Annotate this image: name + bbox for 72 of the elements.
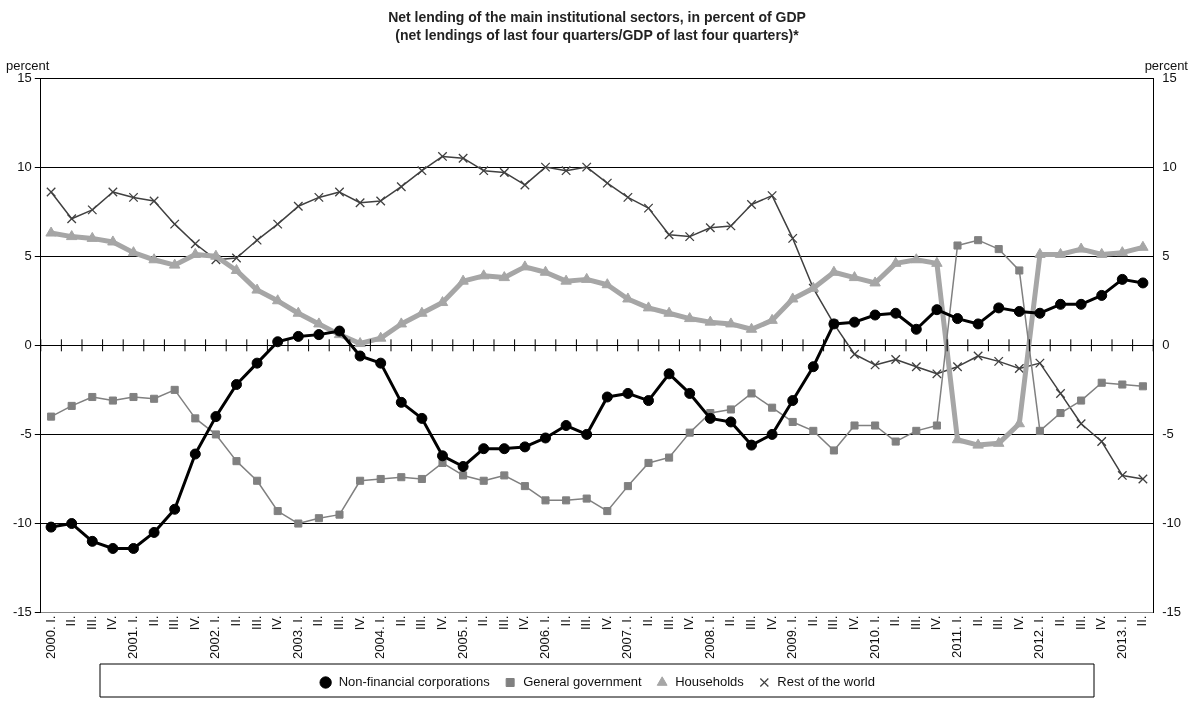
x-tick-label: 2010. I. (866, 615, 882, 660)
x-tick-label: II. (475, 615, 491, 627)
x-tick-label: IV. (598, 615, 614, 631)
x-tick-label: IV. (846, 615, 862, 631)
x-tick-label: II. (969, 615, 985, 627)
chart-title: Net lending of the main institutional sectors, in percent of GDP (387, 8, 807, 26)
x-tick-label: II. (1052, 615, 1068, 627)
y2-tick-label: 0 (1162, 336, 1170, 352)
legend-label: Households (675, 674, 745, 690)
x-tick-label: II. (557, 615, 573, 627)
y2-tick-label: -5 (1162, 426, 1174, 441)
x-tick-label: IV. (1093, 615, 1109, 631)
x-tick-label: IV. (928, 615, 944, 631)
y-tick-label: -5 (20, 426, 32, 441)
x-tick-label: 2003. I. (289, 615, 305, 660)
legend-label: Non-financial corporations (338, 674, 491, 690)
x-tick-label: III. (825, 615, 841, 631)
x-tick-label: II. (804, 615, 820, 627)
x-tick-label: III. (743, 615, 759, 631)
y-tick-label: 0 (24, 336, 32, 352)
y-tick-label: -15 (12, 604, 32, 620)
y-tick-label: 5 (24, 247, 32, 263)
x-tick-label: III. (1072, 615, 1088, 631)
x-tick-label: IV. (269, 615, 285, 631)
x-tick-label: 2012. I. (1031, 615, 1047, 660)
y2-tick-label: 5 (1162, 247, 1170, 263)
legend-label: Rest of the world (777, 674, 875, 690)
chart-subtitle: (net lendings of last four quarters/GDP of last four quarters)* (394, 26, 800, 44)
x-tick-label: IV. (186, 615, 202, 631)
x-tick-label: 2009. I. (784, 615, 800, 660)
y-tick-label: 10 (17, 158, 32, 174)
x-tick-label: II. (228, 615, 244, 627)
x-tick-label: 2000. I. (42, 615, 58, 660)
x-tick-label: III. (83, 615, 99, 631)
x-tick-label: 2008. I. (701, 615, 717, 660)
x-tick-label: III. (413, 615, 429, 631)
x-tick-label: 2004. I. (372, 615, 388, 660)
x-tick-label: III. (578, 615, 594, 631)
x-tick-label: II. (1134, 615, 1150, 627)
x-tick-label: II. (145, 615, 161, 627)
x-tick-label: II. (63, 615, 79, 627)
x-tick-label: II. (887, 615, 903, 627)
x-tick-label: III. (331, 615, 347, 631)
y2-tick-label: -15 (1162, 604, 1182, 620)
legend-label: General government (523, 674, 643, 690)
x-tick-label: 2011. I. (949, 615, 965, 659)
x-tick-label: IV. (681, 615, 697, 631)
x-tick-label: II. (722, 615, 738, 627)
x-tick-label: III. (907, 615, 923, 631)
x-tick-label: IV. (516, 615, 532, 631)
x-tick-label: III. (990, 615, 1006, 631)
x-tick-label: 2013. I. (1113, 615, 1129, 660)
x-tick-label: 2006. I. (537, 615, 553, 660)
x-tick-label: 2005. I. (454, 615, 470, 660)
x-tick-label: 2001. I. (125, 615, 141, 660)
y2-tick-label: -10 (1162, 515, 1182, 531)
x-tick-label: III. (495, 615, 511, 631)
x-tick-label: II. (310, 615, 326, 627)
x-tick-label: IV. (434, 615, 450, 631)
y-tick-label: -10 (12, 515, 32, 531)
x-tick-label: IV. (763, 615, 779, 631)
x-tick-label: 2002. I. (207, 615, 223, 660)
x-tick-label: III. (660, 615, 676, 631)
x-tick-label: IV. (104, 615, 120, 631)
x-tick-label: 2007. I. (619, 615, 635, 660)
x-tick-label: IV. (351, 615, 367, 631)
x-tick-label: III. (248, 615, 264, 631)
x-tick-label: II. (392, 615, 408, 627)
y2-tick-label: 10 (1162, 158, 1177, 174)
x-tick-label: II. (640, 615, 656, 627)
x-tick-label: III. (166, 615, 182, 631)
x-tick-label: IV. (1010, 615, 1026, 631)
